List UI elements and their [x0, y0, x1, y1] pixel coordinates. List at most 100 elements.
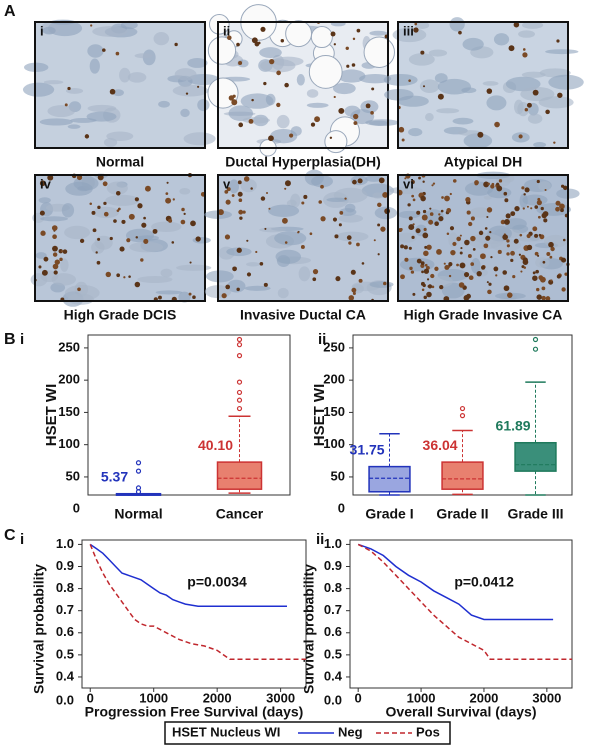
stained-nucleus [564, 272, 568, 276]
stained-nucleus [410, 270, 415, 274]
tissue-texture [205, 270, 234, 283]
stained-nucleus [496, 182, 500, 186]
tissue-texture [468, 233, 504, 250]
stained-nucleus [426, 278, 430, 281]
y-tick-label: 200 [323, 372, 345, 387]
stained-nucleus [512, 275, 516, 279]
stained-nucleus [370, 111, 374, 115]
x-axis-label: Progression Free Survival (days) [85, 704, 304, 720]
stained-nucleus [109, 88, 116, 95]
stained-nucleus [541, 295, 546, 301]
y-tick-label: 0.9 [56, 558, 74, 573]
stained-nucleus [508, 45, 515, 52]
tissue-texture [60, 258, 69, 272]
tissue-texture [527, 113, 543, 124]
stained-nucleus [268, 207, 271, 210]
stained-nucleus [62, 249, 68, 254]
stained-nucleus [427, 284, 433, 289]
tissue-texture [61, 203, 75, 218]
tissue-texture [335, 231, 369, 242]
tissue-texture [457, 130, 483, 136]
stained-nucleus [563, 185, 568, 191]
stained-nucleus [423, 227, 427, 232]
image-caption: Invasive Ductal CA [240, 307, 366, 323]
tissue-texture [119, 67, 131, 83]
tissue-texture [461, 87, 477, 94]
legend-entry: Pos [416, 724, 440, 739]
stained-nucleus [143, 238, 149, 244]
stained-nucleus [561, 287, 566, 292]
tissue-texture [436, 108, 460, 114]
stained-nucleus [444, 195, 450, 202]
stained-nucleus [458, 30, 462, 35]
stained-nucleus [116, 273, 121, 278]
stained-nucleus [310, 122, 316, 127]
stained-nucleus [351, 287, 357, 293]
stained-nucleus [559, 203, 565, 210]
outlier [459, 413, 466, 419]
stained-nucleus [483, 181, 490, 188]
micrograph: iii Atypical DH [383, 17, 584, 170]
tissue-texture [179, 188, 191, 195]
stained-nucleus [448, 262, 453, 267]
tissue-texture [372, 192, 384, 199]
stained-nucleus [449, 226, 455, 231]
stained-nucleus [459, 262, 466, 269]
tissue-texture [431, 275, 454, 288]
stained-nucleus [400, 274, 405, 280]
stained-nucleus [143, 216, 146, 220]
micrograph: i Normal [22, 19, 220, 170]
stained-nucleus [332, 217, 338, 222]
y-tick-label: 0.0 [324, 692, 342, 707]
stained-nucleus [467, 254, 472, 258]
image-caption: Ductal Hyperplasia(DH) [225, 154, 381, 170]
fat-cell [208, 13, 230, 35]
legend-entry: Neg [338, 724, 363, 739]
stained-nucleus [225, 284, 231, 290]
stained-nucleus [487, 182, 490, 186]
tissue-texture [304, 169, 324, 186]
stained-nucleus [423, 250, 429, 257]
stained-nucleus [536, 200, 542, 206]
tissue-texture [43, 80, 64, 85]
tissue-texture [548, 74, 584, 90]
stained-nucleus [503, 285, 510, 292]
stained-nucleus [456, 236, 462, 242]
stained-nucleus [41, 269, 48, 276]
y-tick-label: 100 [323, 436, 345, 451]
image-label: i [40, 23, 44, 38]
tissue-texture [428, 49, 448, 57]
stained-nucleus [489, 231, 492, 234]
stained-nucleus [526, 102, 532, 108]
survival-curve [89, 544, 306, 661]
stained-nucleus [312, 269, 319, 275]
stained-nucleus [434, 221, 439, 227]
stained-nucleus [165, 192, 169, 196]
outlier [135, 489, 142, 495]
stained-nucleus [356, 28, 361, 33]
tissue-texture [286, 199, 297, 207]
stained-nucleus [418, 176, 421, 180]
stained-nucleus [420, 195, 426, 202]
stained-nucleus [113, 219, 117, 223]
stained-nucleus [67, 86, 71, 91]
stained-nucleus [446, 207, 452, 213]
tissue-texture [192, 237, 211, 244]
stained-nucleus [346, 64, 350, 68]
x-tick-label: 2000 [469, 690, 498, 705]
image-background [35, 22, 205, 148]
stained-nucleus [495, 274, 498, 277]
stained-nucleus [506, 252, 510, 256]
stained-nucleus [90, 24, 93, 27]
mean-label: 40.10 [198, 437, 233, 453]
panel-label: B [4, 331, 16, 348]
stained-nucleus [172, 198, 175, 201]
tissue-texture [545, 49, 579, 55]
stained-nucleus [181, 207, 185, 212]
stained-nucleus [260, 26, 266, 32]
stained-nucleus [251, 98, 254, 102]
tissue-texture [228, 179, 240, 194]
box [441, 461, 484, 490]
stained-nucleus [348, 241, 352, 245]
fat-cell [308, 55, 343, 89]
